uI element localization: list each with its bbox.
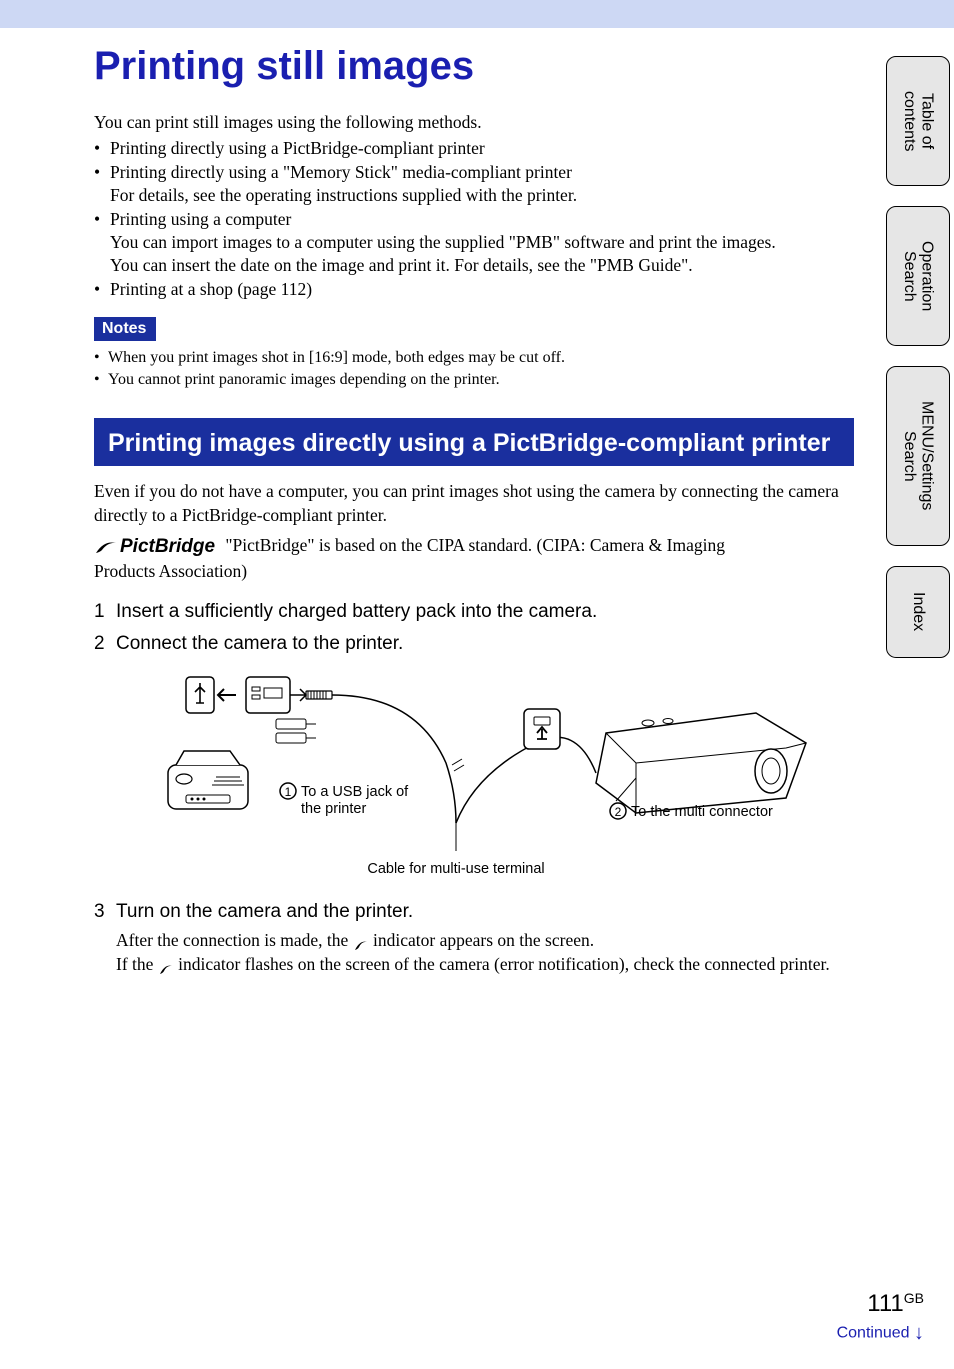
step-detail: After the connection is made, the indica… (116, 929, 854, 976)
step-title: Insert a sufficiently charged battery pa… (116, 601, 597, 622)
notes-badge: Notes (94, 317, 156, 341)
list-item: You cannot print panoramic images depend… (94, 369, 854, 391)
svg-text:2: 2 (615, 805, 622, 819)
list-item: Printing using a computer You can import… (94, 208, 854, 277)
svg-text:Cable for multi-use terminal: Cable for multi-use terminal (367, 861, 544, 877)
detail-text: After the connection is made, the (116, 930, 353, 950)
bullet-sub: You can insert the date on the image and… (110, 254, 854, 277)
method-list: Printing directly using a PictBridge-com… (94, 137, 854, 302)
pictbridge-icon (94, 538, 118, 556)
intro-text: You can print still images using the fol… (94, 111, 854, 135)
continued-indicator: Continued ↓ (837, 1322, 924, 1345)
pictbridge-text: "PictBridge" is based on the CIPA standa… (221, 535, 725, 555)
side-nav: Table of contents Operation Search MENU/… (886, 56, 954, 678)
section-body: Even if you do not have a computer, you … (94, 480, 854, 527)
pictbridge-text-2: Products Association) (94, 560, 854, 584)
list-item: When you print images shot in [16:9] mod… (94, 347, 854, 369)
pictbridge-line: PictBridge "PictBridge" is based on the … (94, 534, 854, 560)
page-suffix: GB (904, 1290, 924, 1306)
tab-label: MENU/Settings Search (896, 389, 939, 522)
svg-text:To the multi connector: To the multi connector (631, 804, 773, 820)
tab-label: Operation Search (896, 229, 939, 323)
header-bar (0, 0, 954, 28)
tab-label: Table of contents (896, 79, 939, 163)
indicator-icon (158, 959, 174, 973)
connection-diagram: 1 To a USB jack of the printer (156, 673, 836, 883)
tab-menu-settings-search[interactable]: MENU/Settings Search (886, 366, 950, 546)
bullet-text: Printing using a computer (110, 209, 291, 229)
detail-text: indicator appears on the screen. (373, 930, 594, 950)
step-item: Connect the camera to the printer. (94, 633, 854, 883)
step-title: Connect the camera to the printer. (116, 633, 403, 654)
bullet-text: Printing at a shop (page 112) (110, 279, 312, 299)
indicator-icon (353, 935, 369, 949)
svg-text:To a USB jack of: To a USB jack of (301, 784, 409, 800)
page-footer: 111GB Continued ↓ (837, 1290, 924, 1345)
step-title: Turn on the camera and the printer. (116, 901, 413, 922)
list-item: Printing directly using a PictBridge-com… (94, 137, 854, 160)
pictbridge-logo-text: PictBridge (120, 534, 215, 560)
svg-text:1: 1 (285, 785, 292, 799)
continued-text: Continued (837, 1325, 910, 1342)
tab-table-of-contents[interactable]: Table of contents (886, 56, 950, 186)
detail-text: If the (116, 954, 158, 974)
step-item: Insert a sufficiently charged battery pa… (94, 601, 854, 623)
bullet-sub: You can import images to a computer usin… (110, 231, 854, 254)
main-content: Printing still images You can print stil… (94, 44, 854, 986)
list-item: Printing directly using a "Memory Stick"… (94, 161, 854, 207)
steps-list: Insert a sufficiently charged battery pa… (94, 601, 854, 976)
tab-label: Index (905, 580, 931, 643)
section-header: Printing images directly using a PictBri… (94, 418, 854, 466)
bullet-text: Printing directly using a "Memory Stick"… (110, 162, 572, 182)
notes-list: When you print images shot in [16:9] mod… (94, 347, 854, 390)
step-item: Turn on the camera and the printer. Afte… (94, 901, 854, 976)
list-item: Printing at a shop (page 112) (94, 278, 854, 301)
tab-operation-search[interactable]: Operation Search (886, 206, 950, 346)
svg-text:the printer: the printer (301, 801, 366, 817)
tab-index[interactable]: Index (886, 566, 950, 658)
detail-text: indicator flashes on the screen of the c… (178, 954, 830, 974)
page-title: Printing still images (94, 44, 854, 89)
bullet-sub: For details, see the operating instructi… (110, 184, 854, 207)
down-arrow-icon: ↓ (914, 1322, 924, 1344)
page-number: 111 (867, 1290, 903, 1317)
bullet-text: Printing directly using a PictBridge-com… (110, 138, 485, 158)
